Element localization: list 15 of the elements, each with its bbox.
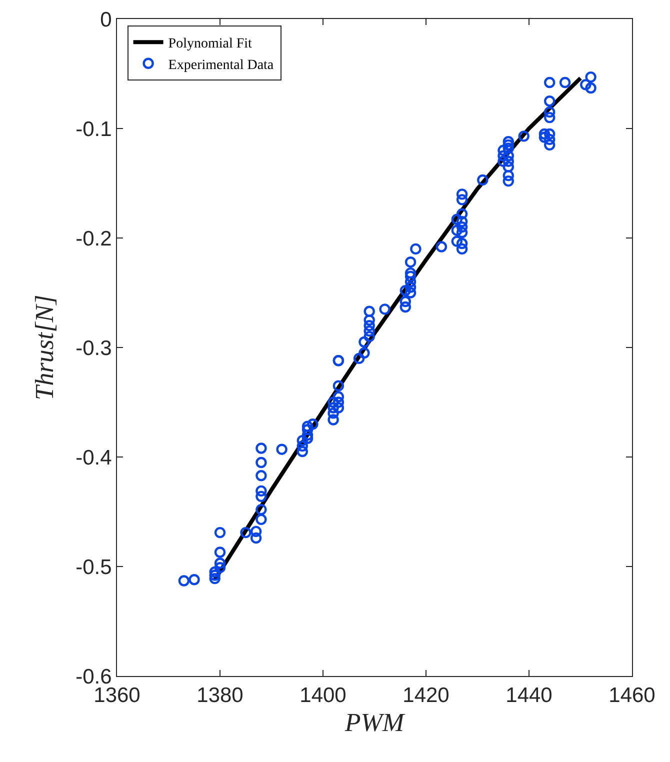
y-tick-label: -0.4 xyxy=(76,446,112,470)
x-tick-label: 1380 xyxy=(196,684,244,708)
x-axis-title: PWM xyxy=(344,708,406,737)
legend-label: Polynomial Fit xyxy=(168,36,252,52)
y-tick-label: 0 xyxy=(100,8,112,32)
y-tick-label: -0.3 xyxy=(76,336,112,360)
x-tick-label: 1440 xyxy=(506,684,552,708)
y-tick-label: -0.5 xyxy=(76,556,112,579)
y-tick-label: -0.2 xyxy=(76,227,112,250)
x-tick-label: 1460 xyxy=(608,684,656,708)
y-axis-title: Thrust[N] xyxy=(30,294,60,400)
x-tick-label: 1400 xyxy=(300,684,346,708)
legend-label: Experimental Data xyxy=(168,58,274,73)
x-tick-label: 1420 xyxy=(402,684,450,708)
y-tick-label: -0.1 xyxy=(76,118,112,141)
